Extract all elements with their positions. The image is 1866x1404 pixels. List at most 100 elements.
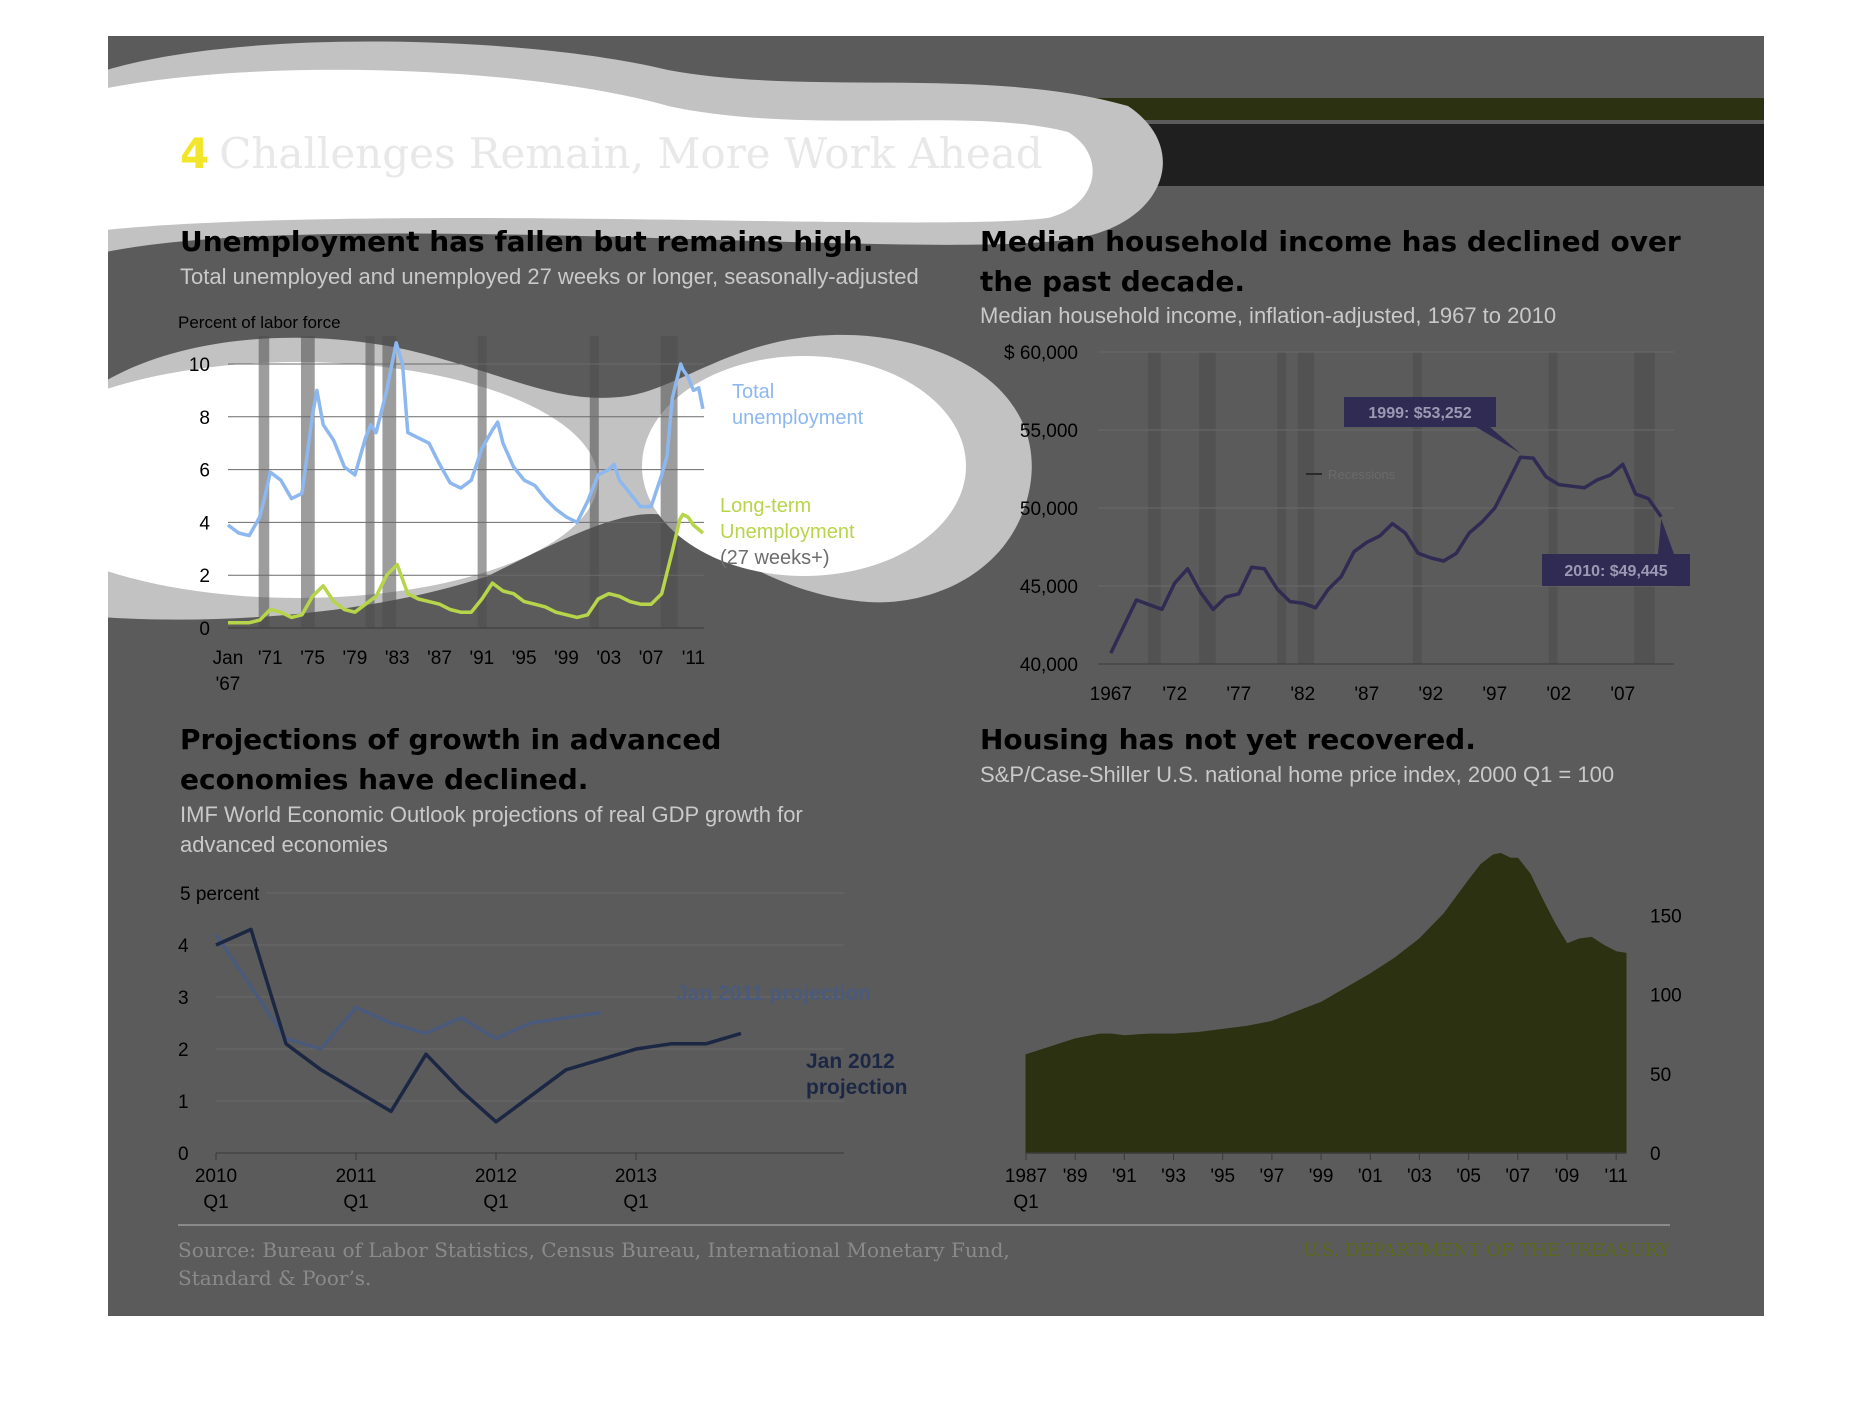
y-tick-label: 2 (178, 1040, 189, 1061)
series-line-jan-2011-projection (214, 933, 602, 1051)
slide-title: Challenges Remain, More Work Ahead (219, 129, 1043, 178)
source-note-line-1: Source: Bureau of Labor Statistics, Cens… (178, 1238, 1010, 1262)
x-tick-label: '95 (1210, 1166, 1235, 1187)
x-tick-label: '99 (1309, 1166, 1334, 1187)
recession-band (365, 336, 375, 628)
x-tick-label: 2013 (615, 1166, 657, 1187)
legend-total-line-2: unemployment (732, 407, 864, 429)
right-lens-highlight (642, 356, 966, 576)
y-tick-label: 50,000 (1020, 499, 1078, 520)
unemployment-subtitle: Total unemployed and unemployed 27 weeks… (180, 264, 919, 289)
x-tick-label: '03 (1407, 1166, 1432, 1187)
y-tick-label: 6 (199, 461, 210, 482)
x-tick-label: '11 (1604, 1166, 1627, 1187)
recession-band (660, 336, 678, 628)
recession-band (477, 336, 487, 628)
white-highlight-shapes (108, 41, 1163, 620)
top-highlight-core (108, 69, 1093, 230)
x-tick-label: '93 (1161, 1166, 1186, 1187)
callout-pointer (1658, 518, 1674, 554)
recession-band (258, 336, 270, 628)
x-tick-label-line-2: '67 (216, 674, 241, 695)
y-tick-label: 4 (178, 936, 189, 957)
y-tick-label: 3 (178, 988, 189, 1009)
x-tick-label: '92 (1418, 684, 1443, 705)
legend-longterm-line-3: (27 weeks+) (720, 547, 830, 569)
x-tick-label: '07 (1610, 684, 1635, 705)
unemployment-chart: 0 2 4 6 8 10 Percent of labor force Jan '67 '71 '7… (178, 313, 864, 695)
x-tick-label: 2010 (195, 1166, 237, 1187)
recession-legend-label: Recessions (1328, 467, 1396, 482)
y-tick-label: $ 60,000 (1004, 343, 1078, 364)
x-tick-label: '95 (512, 648, 537, 669)
x-tick-label: '87 (427, 648, 452, 669)
x-tick-label: '97 (1260, 1166, 1285, 1187)
x-tick-label-line-2: Q1 (483, 1192, 508, 1213)
x-tick-label: '83 (385, 648, 410, 669)
y-tick-label: 0 (199, 619, 210, 640)
y-tick-label: 40,000 (1020, 655, 1078, 676)
growth-subtitle: IMF World Economic Outlook projections o… (180, 802, 803, 857)
y-tick-label: 0 (178, 1144, 189, 1165)
agency-name: U.S. DEPARTMENT OF THE TREASURY (1302, 1240, 1670, 1261)
callout-box (1542, 554, 1690, 586)
x-tick-label: '99 (554, 648, 579, 669)
recession-band (382, 336, 397, 628)
left-lens-highlight (108, 362, 598, 598)
callout-label: 2010: $49,445 (1564, 563, 1667, 580)
growth-chart: 0 1 2 3 4 5 percent 2010 Q1 2011 Q1 2012 Q1 2013 Q1 Ja… (178, 884, 908, 1213)
x-tick-label: '82 (1290, 684, 1315, 705)
slide: 0 2 4 6 8 10 Percent of labor force Jan '67'71'7… (108, 36, 1764, 1316)
income-subtitle: Median household income, inflation-adjus… (980, 303, 1557, 328)
x-tick-label-line-2: Q1 (203, 1192, 228, 1213)
x-tick-label: '02 (1546, 684, 1571, 705)
legend-jan-2012-line-1: Jan 2012 (806, 1050, 895, 1073)
section-label: The Economy (180, 99, 300, 118)
growth-title: Projections of growth in advanced econom… (180, 723, 722, 796)
x-tick-label: '72 (1162, 684, 1187, 705)
x-tick-label: '07 (1505, 1166, 1530, 1187)
y-axis-label: Percent of labor force (178, 313, 341, 332)
y-tick-label: 45,000 (1020, 577, 1078, 598)
x-tick-label: '91 (1112, 1166, 1137, 1187)
x-tick-label: '77 (1226, 684, 1251, 705)
x-tick-label: '11 (682, 648, 705, 669)
x-tick-label: 2012 (475, 1166, 517, 1187)
legend-jan-2012-line-2: projection (806, 1076, 908, 1099)
source-note-line-2: Standard & Poor’s. (178, 1266, 372, 1290)
y-tick-label: 4 (199, 513, 210, 534)
y-tick-label: 8 (199, 408, 210, 429)
unemployment-title: Unemployment has fallen but remains high… (180, 225, 874, 258)
x-tick-label: '05 (1456, 1166, 1481, 1187)
housing-title: Housing has not yet recovered. (980, 723, 1476, 756)
y-tick-label: 100 (1650, 986, 1682, 1007)
y-tick-label: 10 (189, 355, 210, 376)
y-tick-label: 2 (199, 566, 210, 587)
x-tick-label: '75 (300, 648, 325, 669)
series-line-median-income (1109, 455, 1663, 654)
y-tick-label: 150 (1650, 906, 1682, 927)
housing-chart: 0 50 100 150 1987 Q1 '89 '91 '93 '95 '97 '99 '01 '03 '… (1005, 852, 1682, 1213)
x-tick-label: '89 (1063, 1166, 1088, 1187)
y-tick-label: 0 (1650, 1144, 1661, 1165)
x-tick-label: Jan (213, 648, 244, 669)
x-tick-label: 1967 (1090, 684, 1132, 705)
x-tick-label: '03 (596, 648, 621, 669)
series-line-jan-2012-projection (215, 927, 742, 1124)
x-tick-label: '79 (343, 648, 368, 669)
slide-title-row: 4 Challenges Remain, More Work Ahead (180, 128, 1043, 190)
y-tick-label: 1 (178, 1092, 189, 1113)
x-tick-label-line-2: Q1 (623, 1192, 648, 1213)
x-tick-label-line-2: Q1 (343, 1192, 368, 1213)
income-chart: 40,000 45,000 50,000 55,000 $ 60,000 1967 '72 '… (1004, 343, 1690, 705)
callout-label: 1999: $53,252 (1368, 405, 1471, 422)
series-line-long-term-unemployment (228, 512, 705, 625)
y-tick-label: 50 (1650, 1065, 1671, 1086)
income-title: Median household income has declined ove… (980, 225, 1681, 298)
recession-band (300, 336, 315, 628)
series-line-total-unemployment (226, 341, 705, 538)
callout-box (1344, 397, 1496, 427)
housing-subtitle: S&P/Case-Shiller U.S. national home pric… (980, 762, 1615, 787)
x-tick-label-line-2: Q1 (1013, 1192, 1038, 1213)
